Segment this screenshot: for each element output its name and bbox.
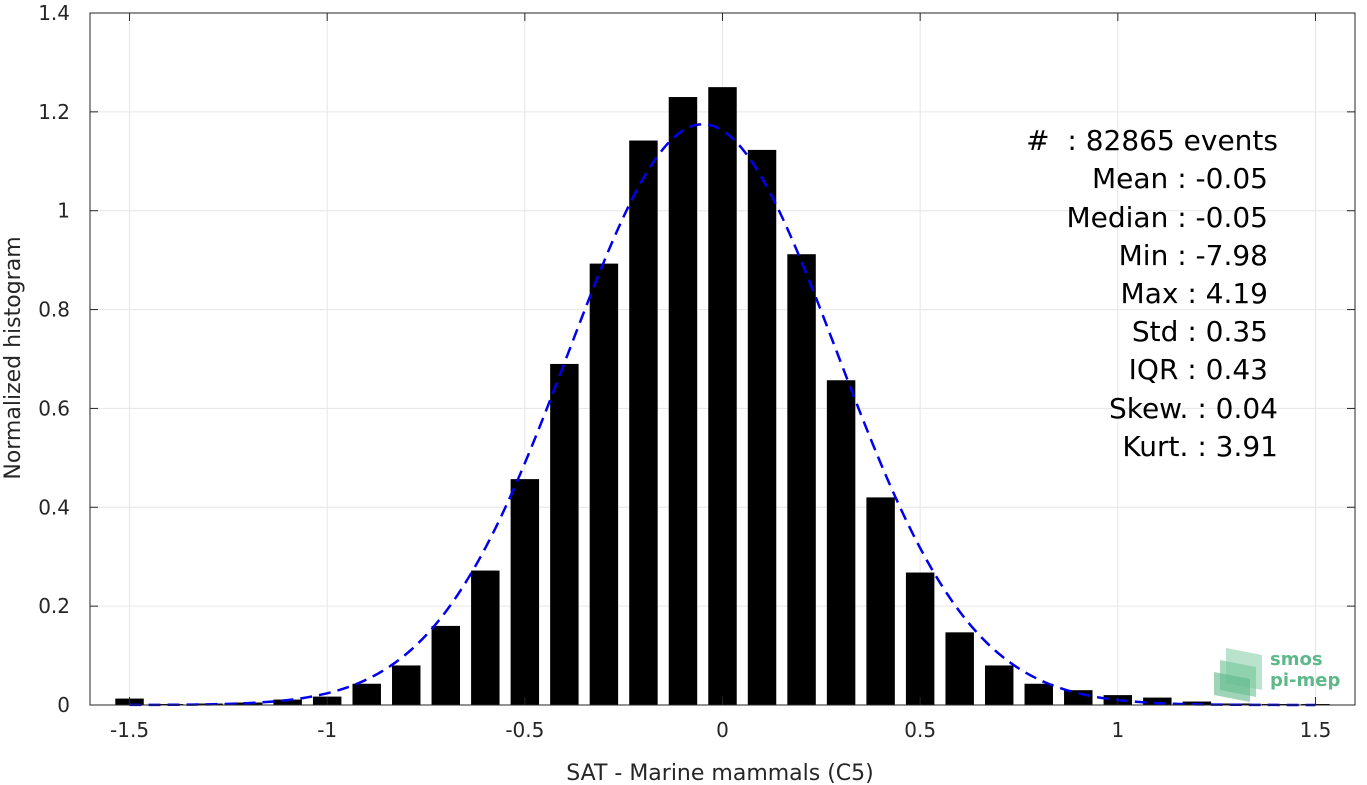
histogram-bar <box>826 380 856 705</box>
y-tick-label: 0.6 <box>38 396 70 420</box>
histogram-bar <box>905 572 935 705</box>
x-tick-label: 0 <box>716 718 729 742</box>
stats-line-median: Median : -0.05 <box>1066 201 1268 234</box>
x-tick-label: 1 <box>1111 718 1124 742</box>
stats-line-max: Max : 4.19 <box>1121 277 1268 310</box>
histogram-bar <box>589 263 619 705</box>
histogram-bar <box>1143 697 1172 705</box>
y-axis-ticks: 0 0.2 0.4 0.6 0.8 1 1.2 1.4 <box>38 1 1355 717</box>
histogram-bar <box>1064 690 1093 705</box>
histogram-bar <box>787 254 816 705</box>
histogram-bar <box>431 625 461 705</box>
histogram-bar <box>392 665 421 705</box>
y-tick-label: 0.4 <box>38 495 70 519</box>
histogram-bar <box>510 479 540 705</box>
y-tick-label: 0.2 <box>38 594 70 618</box>
histogram-bar <box>668 97 698 706</box>
stats-line-std: Std : 0.35 <box>1132 315 1268 348</box>
histogram-bar <box>471 570 500 705</box>
histogram-bar <box>550 363 579 705</box>
smos-pi-mep-logo: smos pi-mep <box>1214 648 1340 702</box>
x-axis-label: SAT - Marine mammals (C5) <box>566 761 874 785</box>
logo-text-smos: smos <box>1270 649 1323 670</box>
histogram-bar <box>866 497 895 705</box>
stats-line-mean: Mean : -0.05 <box>1092 162 1268 195</box>
histogram-bar <box>1024 683 1053 705</box>
histogram-bar <box>352 683 381 705</box>
y-tick-label: 1 <box>57 199 70 223</box>
logo-layers-icon <box>1214 648 1262 702</box>
histogram-bar <box>984 665 1014 705</box>
x-tick-label: -1 <box>317 718 337 742</box>
stats-line-skew: Skew. : 0.04 <box>1109 392 1278 425</box>
y-tick-label: 1.4 <box>38 1 70 25</box>
y-tick-label: 1.2 <box>38 100 70 124</box>
histogram-bar <box>747 149 777 706</box>
x-tick-label: -1.5 <box>110 718 149 742</box>
x-tick-label: 1.5 <box>1300 718 1332 742</box>
y-tick-label: 0 <box>57 693 70 717</box>
statistics-box: # : 82865 events Mean : -0.05 Median : -… <box>1026 124 1278 463</box>
stats-line-count: # : 82865 events <box>1026 124 1278 157</box>
x-tick-label: -0.5 <box>505 718 544 742</box>
histogram-bar <box>945 632 974 705</box>
y-axis-label: Normalized histogram <box>1 236 26 479</box>
stats-line-kurt: Kurt. : 3.91 <box>1122 430 1278 463</box>
histogram-bar <box>629 140 658 706</box>
x-tick-label: 0.5 <box>904 718 936 742</box>
stats-line-iqr: IQR : 0.43 <box>1129 353 1268 386</box>
histogram-bar <box>273 699 302 705</box>
stats-line-min: Min : -7.98 <box>1119 239 1268 272</box>
y-tick-label: 0.8 <box>38 298 70 322</box>
x-axis-ticks: -1.5 -1 -0.5 0 0.5 1 1.5 <box>110 13 1331 742</box>
histogram-bar <box>708 87 737 705</box>
histogram-bars <box>115 87 1330 706</box>
logo-text-pi-mep: pi-mep <box>1270 670 1340 691</box>
